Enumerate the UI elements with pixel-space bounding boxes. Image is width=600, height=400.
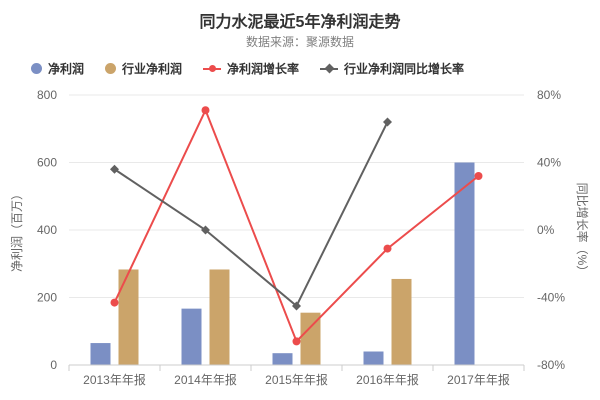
legend-label: 净利润增长率 <box>227 62 300 76</box>
right-axis-tick-label: -40% <box>537 291 565 305</box>
legend-swatch-icon <box>105 63 117 74</box>
marker-circle-净利润增长率[interactable] <box>201 106 210 115</box>
x-axis-label: 2016年年报 <box>356 372 419 387</box>
left-axis-tick-label: 0 <box>50 358 57 372</box>
legend-item-1[interactable]: 净利润 <box>31 60 84 77</box>
right-axis-tick-label: -80% <box>537 358 565 372</box>
x-axis-label: 2017年年报 <box>447 372 510 387</box>
legend-item-2[interactable]: 行业净利润 <box>105 60 182 77</box>
marker-diamond-行业净利润同比增长率[interactable] <box>292 301 301 311</box>
bar-净利润-2016年年报[interactable] <box>363 351 384 366</box>
bar-行业净利润-2015年年报[interactable] <box>300 312 321 365</box>
x-axis-label: 2015年年报 <box>265 372 328 387</box>
legend-line-marker-icon <box>320 63 339 74</box>
bar-行业净利润-2013年年报[interactable] <box>118 269 139 365</box>
left-axis-tick-label: 600 <box>37 156 57 170</box>
legend-item-3[interactable]: 净利润增长率 <box>203 60 299 77</box>
right-axis-tick-label: 40% <box>537 156 561 170</box>
marker-circle-净利润增长率[interactable] <box>110 298 119 307</box>
left-axis-title: 净利润（百万） <box>10 188 24 272</box>
bar-净利润-2013年年报[interactable] <box>90 343 111 365</box>
marker-circle-净利润增长率[interactable] <box>474 172 483 180</box>
legend: 净利润 行业净利润 净利润增长率 行业净利润同比增长率 <box>31 60 464 77</box>
right-axis-tick-label: 80% <box>537 88 561 102</box>
right-axis-tick-label: 0% <box>537 223 555 237</box>
marker-circle-净利润增长率[interactable] <box>292 337 301 346</box>
bar-净利润-2014年年报[interactable] <box>181 308 202 365</box>
x-axis-label: 2014年年报 <box>174 372 237 387</box>
marker-diamond-行业净利润同比增长率[interactable] <box>201 225 210 235</box>
legend-item-4[interactable]: 行业净利润同比增长率 <box>320 60 464 77</box>
legend-line-marker-icon <box>203 63 222 74</box>
left-axis-tick-label: 400 <box>37 223 57 237</box>
bar-行业净利润-2014年年报[interactable] <box>209 269 230 365</box>
left-axis-tick-label: 200 <box>37 291 57 305</box>
marker-diamond-行业净利润同比增长率[interactable] <box>110 164 119 174</box>
left-axis-tick-label: 800 <box>37 88 57 102</box>
bar-净利润-2017年年报[interactable] <box>454 162 475 366</box>
legend-swatch-icon <box>31 63 42 74</box>
marker-diamond-行业净利润同比增长率[interactable] <box>383 117 392 127</box>
marker-circle-净利润增长率[interactable] <box>383 244 392 253</box>
chart-subtitle: 数据来源：聚源数据 <box>245 35 354 49</box>
chart-title: 同力水泥最近5年净利润走势 <box>199 14 401 31</box>
legend-label: 净利润 <box>48 62 85 76</box>
bar-净利润-2015年年报[interactable] <box>272 353 293 365</box>
bar-行业净利润-2016年年报[interactable] <box>391 278 412 365</box>
x-axis-label: 2013年年报 <box>83 372 146 387</box>
right-axis-title: 同比增长率（%） <box>575 183 590 278</box>
legend-label: 行业净利润 <box>122 62 183 76</box>
legend-label: 行业净利润同比增长率 <box>344 62 465 76</box>
line-行业净利润同比增长率 <box>113 121 389 308</box>
